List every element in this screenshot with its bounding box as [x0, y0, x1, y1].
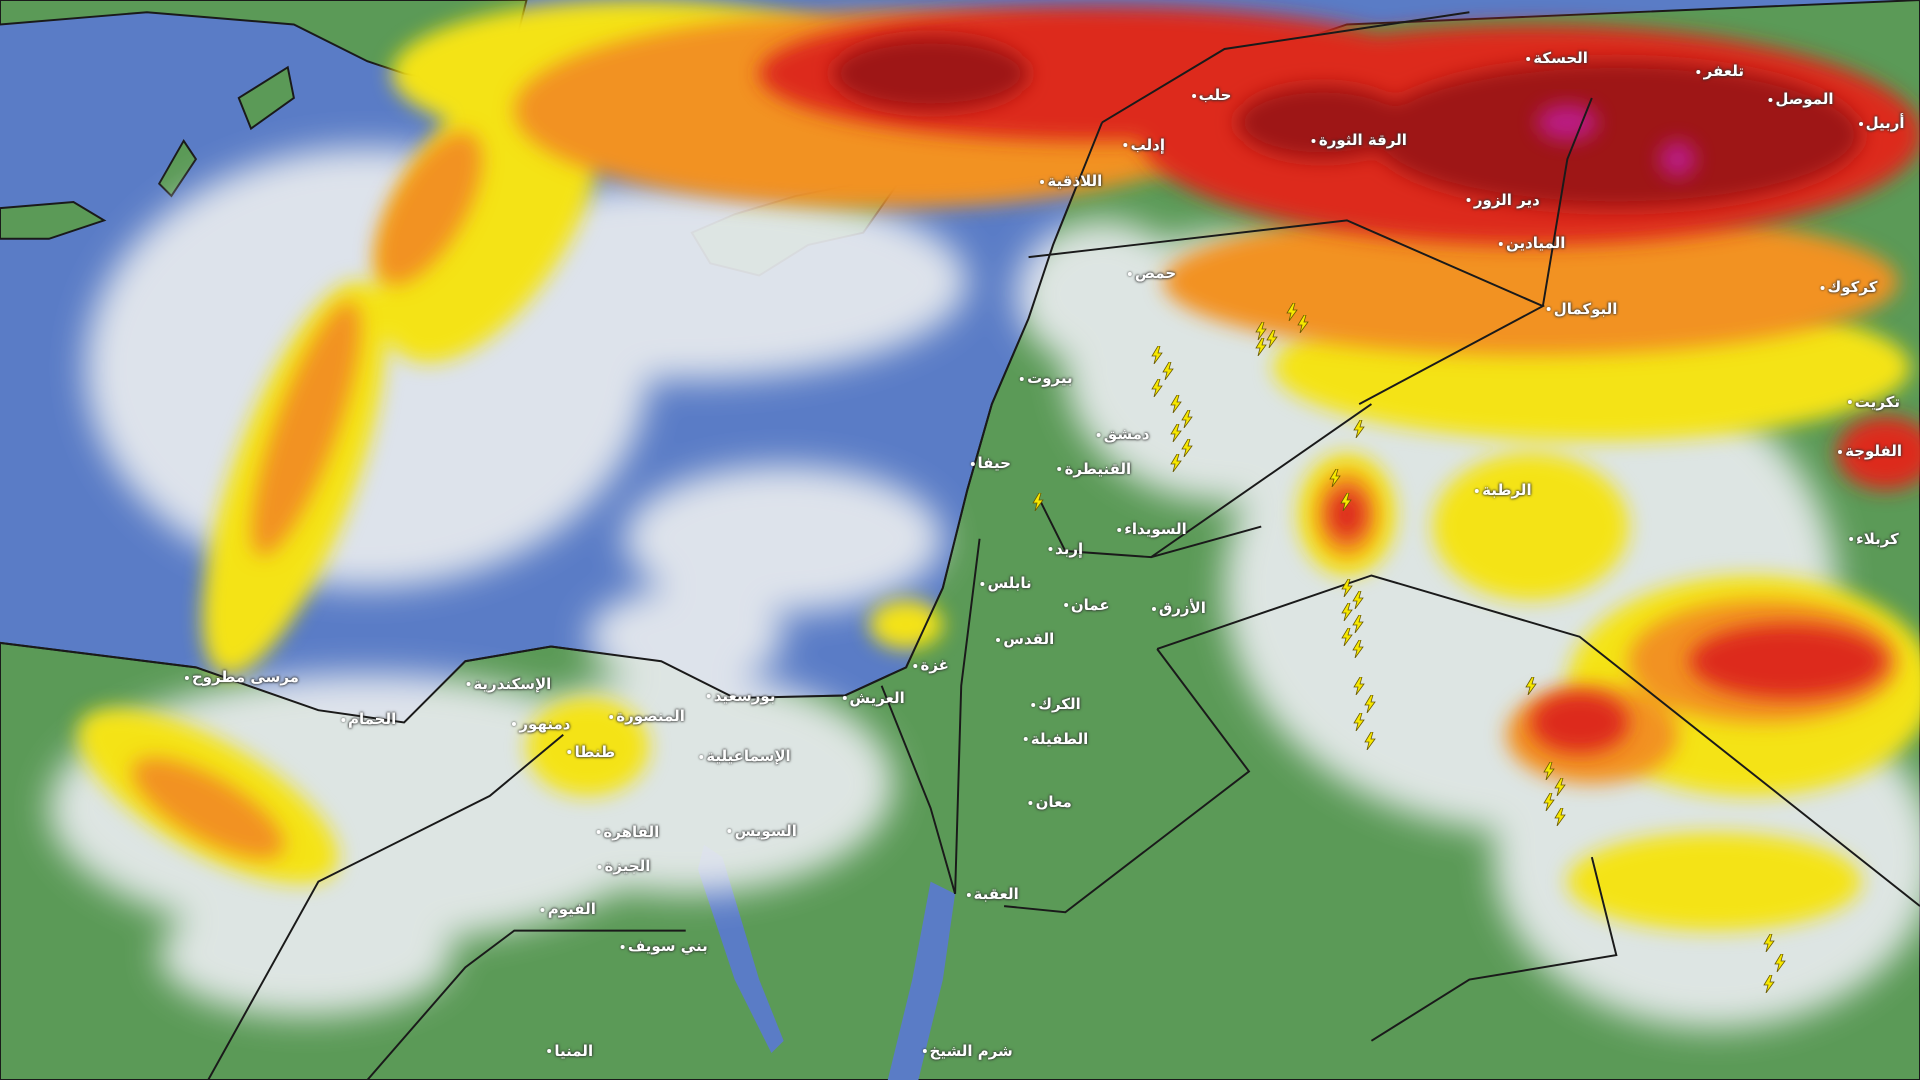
city-label: طنطا	[568, 743, 616, 761]
lightning-bolt-icon	[1763, 933, 1776, 952]
city-label: العقبة	[966, 885, 1018, 903]
lightning-bolt-icon	[1353, 419, 1365, 438]
lightning-bolt-icon	[1255, 321, 1268, 340]
lightning-bolt-icon	[1328, 468, 1341, 487]
city-label: بني سويف	[621, 937, 708, 955]
city-label: الميادين	[1499, 234, 1565, 252]
city-label: إربد	[1048, 540, 1083, 558]
city-label: الأزرق	[1152, 599, 1206, 617]
lightning-bolt-icon	[1353, 676, 1365, 695]
city-label: الرطبة	[1475, 481, 1531, 499]
lightning-bolt-icon	[1341, 627, 1353, 646]
lightning-bolt-icon	[1352, 615, 1364, 634]
lightning-bolt-icon	[1339, 493, 1352, 512]
lightning-bolt-icon	[1169, 424, 1182, 443]
lightning-bolt-icon	[1554, 808, 1566, 827]
lightning-bolt-icon	[1763, 974, 1776, 993]
city-label: السويس	[728, 822, 797, 840]
city-label: الفلوجة	[1838, 442, 1902, 460]
city-label: نابلس	[980, 574, 1031, 592]
city-label: الموصل	[1768, 90, 1833, 108]
lightning-bolt-icon	[1774, 954, 1787, 973]
lightning-bolt-icon	[1543, 762, 1555, 781]
lightning-bolt-icon	[1353, 713, 1365, 732]
city-label: حمص	[1128, 264, 1176, 282]
city-label: القنيطرة	[1058, 460, 1132, 478]
city-label: حلب	[1192, 86, 1232, 104]
lightning-bolt-icon	[1297, 315, 1309, 334]
lightning-bolt-icon	[1255, 337, 1268, 356]
city-label: الحمام	[341, 710, 396, 728]
city-label: الإسماعيلية	[699, 747, 790, 765]
city-label: بيروت	[1020, 369, 1072, 387]
lightning-bolt-icon	[1162, 362, 1174, 381]
city-label: القاهرة	[596, 823, 659, 841]
lightning-bolt-icon	[1352, 591, 1364, 609]
city-label: دمشق	[1097, 425, 1150, 443]
city-label: دمنهور	[512, 715, 570, 733]
lightning-bolt-icon	[1341, 578, 1353, 597]
city-label: المنيا	[547, 1042, 593, 1060]
lightning-bolt-icon	[1352, 639, 1364, 658]
lightning-bolt-icon	[1543, 793, 1555, 812]
city-label: السويداء	[1117, 520, 1187, 538]
cloud-magenta	[1536, 104, 1696, 178]
city-label: أربيل	[1859, 114, 1905, 132]
city-label: العريش	[842, 689, 904, 707]
city-label: كركوك	[1820, 278, 1877, 296]
city-label: بورسعيد	[707, 687, 776, 705]
city-label: تكريت	[1848, 393, 1900, 411]
red-sea-gulf	[887, 881, 956, 1080]
city-label: تلعفر	[1697, 62, 1744, 80]
city-label: عمان	[1064, 596, 1110, 614]
city-label: معان	[1029, 793, 1072, 811]
gulf-of-suez	[697, 844, 784, 1054]
city-label: كربلاء	[1849, 530, 1899, 548]
lightning-bolt-icon	[1341, 603, 1353, 622]
city-label: حيفا	[971, 454, 1011, 472]
lightning-bolt-icon	[1524, 676, 1537, 695]
city-label: الحسكة	[1526, 49, 1588, 67]
city-label: غزة	[913, 656, 948, 674]
lightning-bolt-icon	[1266, 329, 1279, 348]
city-label: اللاذقية	[1040, 172, 1102, 190]
city-label: الجيزة	[598, 857, 651, 875]
city-label: البوكمال	[1547, 300, 1618, 318]
lightning-bolt-icon	[1151, 346, 1163, 365]
city-label: الطفيلة	[1024, 730, 1089, 748]
lightning-bolt-icon	[1364, 731, 1376, 750]
city-label: مرسى مطروح	[185, 668, 299, 686]
lightning-bolt-icon	[1169, 453, 1182, 472]
lightning-bolt-icon	[1169, 395, 1182, 414]
lightning-bolt-icon	[1151, 378, 1163, 397]
city-label: الفيوم	[541, 900, 596, 918]
lightning-bolt-icon	[1364, 695, 1376, 714]
lightning-bolt-icon	[1286, 303, 1298, 322]
city-label: دير الزور	[1467, 191, 1540, 209]
city-label: الإسكندرية	[466, 675, 551, 693]
city-label: المنصورة	[609, 707, 685, 725]
lightning-bolt-icon	[1032, 493, 1045, 512]
lightning-bolt-icon	[1180, 439, 1193, 458]
lightning-bolt-icon	[1180, 409, 1193, 428]
city-label: شرم الشيخ	[923, 1042, 1013, 1060]
lightning-bolt-icon	[1554, 777, 1566, 796]
city-label: الكرك	[1031, 695, 1081, 713]
city-label: إدلب	[1124, 136, 1165, 154]
city-label: القدس	[996, 630, 1054, 648]
city-label: الرقة الثورة	[1312, 131, 1407, 149]
